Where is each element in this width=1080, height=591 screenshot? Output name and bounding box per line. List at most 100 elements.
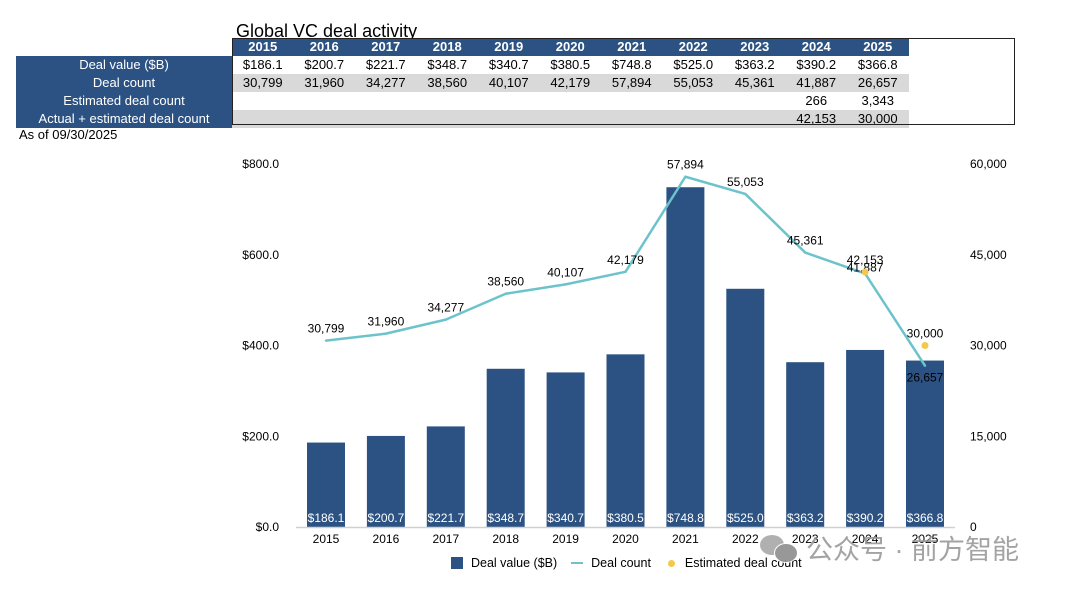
- table-cell: 3,343: [861, 93, 895, 108]
- line-data-label: 57,894: [667, 158, 704, 172]
- x-tick-label: 2020: [612, 532, 639, 546]
- bar-deal-value: [546, 372, 585, 527]
- table-cell: $221.7: [365, 57, 406, 72]
- line-data-label: 31,960: [368, 315, 405, 329]
- bar-deal-value: [726, 288, 765, 527]
- table-cell: $186.1: [242, 57, 283, 72]
- table-row: Deal value ($B) $186.1 $200.7 $221.7 $348.7 $…: [16, 56, 909, 74]
- legend-label: Deal value ($B): [471, 556, 558, 570]
- table-cell: [478, 110, 540, 128]
- line-data-label: 30,799: [308, 322, 345, 336]
- bar-deal-value: [366, 435, 405, 527]
- table-year-header: 2024: [785, 38, 847, 56]
- table-cell: [662, 110, 724, 128]
- table-cell: 40,107: [478, 74, 540, 92]
- y-right-tick-label: 45,000: [970, 248, 1007, 262]
- bar-data-label: $348.7: [487, 511, 524, 525]
- x-tick-label: 2021: [672, 532, 699, 546]
- legend-swatch-bar: [451, 557, 463, 569]
- y-left-tick-label: $600.0: [242, 248, 279, 262]
- bar-deal-value: [486, 368, 525, 527]
- x-tick-label: 2017: [432, 532, 459, 546]
- wechat-icon: [760, 533, 800, 563]
- table-cell: 42,179: [539, 74, 601, 92]
- table-cell: 38,560: [416, 74, 478, 92]
- table-cell: $340.7: [488, 57, 529, 72]
- bar-data-label: $390.2: [847, 511, 884, 525]
- estimate-point: [861, 268, 869, 276]
- estimate-point: [921, 342, 929, 349]
- x-tick-label: 2015: [313, 532, 340, 546]
- line-point-deal-count: [564, 283, 567, 286]
- line-point-deal-count: [684, 175, 687, 178]
- table-cell: [355, 110, 417, 128]
- table-year-header: 2015: [232, 38, 294, 56]
- bar-data-label: $186.1: [308, 511, 345, 525]
- table-year-header: 2017: [355, 38, 417, 56]
- x-tick-label: 2019: [552, 532, 579, 546]
- data-table: 2015 2016 2017 2018 2019 2020 2021 2022 …: [16, 38, 909, 128]
- table-cell: 42,153: [785, 110, 847, 128]
- table-header-row: 2015 2016 2017 2018 2019 2020 2021 2022 …: [16, 38, 909, 56]
- x-tick-label: 2018: [492, 532, 519, 546]
- bar-data-label: $363.2: [787, 511, 824, 525]
- y-right-tick-label: 30,000: [970, 339, 1007, 353]
- line-data-label: 34,277: [427, 301, 464, 315]
- y-right-tick-label: 0: [970, 520, 977, 534]
- line-data-label: 38,560: [487, 275, 524, 289]
- table-cell: 30,799: [232, 74, 294, 92]
- table-cell: 41,887: [785, 74, 847, 92]
- chart-legend: Deal value ($B) Deal count Estimated dea…: [451, 556, 816, 570]
- legend-label: Deal count: [591, 556, 651, 570]
- table-cell: $366.8: [857, 57, 898, 72]
- table-cell: [293, 110, 355, 128]
- bar-data-label: $748.8: [667, 511, 704, 525]
- table-year-header: 2022: [662, 38, 724, 56]
- table-year-header: 2019: [478, 38, 540, 56]
- table-cell: $380.5: [550, 57, 591, 72]
- x-tick-label: 2023: [792, 532, 819, 546]
- table-row: Estimated deal count 266 3,343: [16, 92, 909, 110]
- x-tick-label: 2016: [373, 532, 400, 546]
- bar-data-label: $380.5: [607, 511, 644, 525]
- line-point-deal-count: [384, 332, 388, 335]
- table-year-header: 2021: [601, 38, 663, 56]
- line-point-deal-count: [804, 251, 807, 254]
- table-cell: 34,277: [355, 74, 417, 92]
- watermark: 公众号 · 前方智能: [760, 528, 1019, 567]
- x-tick-label: 2025: [912, 532, 939, 546]
- table-row: Actual + estimated deal count 42,153 30,00…: [16, 110, 909, 128]
- table-cell: $363.2: [734, 57, 775, 72]
- table-cell: [416, 110, 478, 128]
- table-row-label: Actual + estimated deal count: [16, 110, 232, 128]
- table-row-label: Deal value ($B): [16, 56, 232, 74]
- table-year-header: 2016: [293, 38, 355, 56]
- table-year-header: 2020: [539, 38, 601, 56]
- watermark-text: 公众号 · 前方智能: [806, 535, 1019, 565]
- bar-deal-value: [426, 426, 465, 527]
- table-cell: [539, 110, 601, 128]
- legend-swatch-line: [571, 561, 584, 565]
- table-cell: 45,361: [724, 74, 786, 92]
- estimate-data-label: 42,153: [847, 253, 884, 267]
- y-right-tick-label: 60,000: [970, 157, 1007, 171]
- table-cell: 266: [805, 93, 828, 108]
- legend-label: Estimated deal count: [684, 556, 802, 570]
- bar-deal-value: [906, 360, 944, 527]
- bar-data-label: $221.7: [427, 511, 464, 525]
- bar-deal-value: [307, 442, 345, 527]
- table-cell: $525.0: [673, 57, 714, 72]
- table-cell: 30,000: [847, 110, 909, 128]
- line-data-label: 40,107: [547, 265, 584, 279]
- bar-deal-value: [786, 362, 825, 527]
- y-left-tick-label: $400.0: [242, 339, 279, 353]
- line-point-deal-count: [744, 192, 747, 196]
- bar-deal-value: [846, 349, 885, 527]
- line-point-deal-count: [624, 270, 627, 274]
- line-data-label: 41,887: [847, 261, 884, 275]
- as-of-date: As of 09/30/2025: [19, 127, 118, 142]
- y-right-tick-label: 15,000: [970, 429, 1007, 443]
- line-data-label: 45,361: [787, 234, 824, 248]
- table-year-header: 2023: [724, 38, 786, 56]
